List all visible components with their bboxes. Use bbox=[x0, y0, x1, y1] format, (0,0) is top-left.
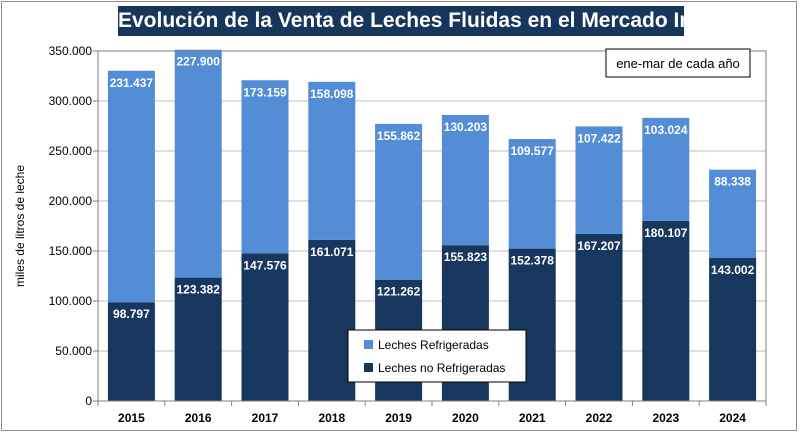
y-tick-label: 150.000 bbox=[49, 244, 93, 258]
x-tick-label: 2024 bbox=[719, 411, 746, 425]
data-label: 98.797 bbox=[113, 307, 150, 321]
x-tick-label: 2015 bbox=[118, 411, 145, 425]
data-label: 109.577 bbox=[511, 144, 555, 158]
x-tick-label: 2016 bbox=[185, 411, 212, 425]
x-tick-label: 2021 bbox=[519, 411, 546, 425]
x-tick-label: 2023 bbox=[652, 411, 679, 425]
legend-swatch-refrigeradas bbox=[364, 340, 373, 349]
data-label: 167.207 bbox=[577, 239, 621, 253]
data-label: 161.071 bbox=[310, 245, 354, 259]
data-label: 158.098 bbox=[310, 87, 354, 101]
data-label: 130.203 bbox=[444, 120, 488, 134]
y-tick-label: 300.000 bbox=[49, 94, 93, 108]
data-label: 155.862 bbox=[377, 129, 421, 143]
legend-frame bbox=[347, 329, 527, 383]
bar-no-refrigeradas-2015 bbox=[107, 302, 155, 401]
data-label: 227.900 bbox=[177, 55, 221, 69]
y-tick-label: 0 bbox=[85, 394, 92, 408]
y-axis-label: miles de litros de leche bbox=[13, 165, 27, 287]
data-label: 88.338 bbox=[714, 175, 751, 189]
bar-no-refrigeradas-2017 bbox=[241, 253, 289, 401]
data-label: 173.159 bbox=[243, 85, 287, 99]
data-label: 147.576 bbox=[243, 258, 287, 272]
data-label: 121.262 bbox=[377, 285, 421, 299]
annotation-frame bbox=[605, 48, 751, 78]
data-label: 152.378 bbox=[511, 254, 555, 268]
x-tick-label: 2020 bbox=[452, 411, 479, 425]
bar-no-refrigeradas-2018 bbox=[308, 239, 356, 401]
x-tick-label: 2022 bbox=[586, 411, 613, 425]
data-label: 107.422 bbox=[577, 131, 621, 145]
y-tick-label: 350.000 bbox=[49, 44, 93, 58]
legend-label-refrigeradas: Leches Refrigeradas bbox=[378, 338, 489, 352]
y-tick-label: 50.000 bbox=[55, 344, 92, 358]
bar-refrigeradas-2019 bbox=[375, 123, 423, 280]
annotation-text: ene-mar de cada año bbox=[616, 56, 740, 71]
legend: Leches Refrigeradas Leches no Refrigerad… bbox=[347, 329, 527, 383]
data-label: 180.107 bbox=[644, 226, 688, 240]
bar-refrigeradas-2017 bbox=[241, 80, 289, 254]
bar-no-refrigeradas-2023 bbox=[642, 220, 690, 401]
x-axis-ticks: 2015 2016 2017 2018 2019 2020 2021 2022 2023 2024 bbox=[97, 401, 767, 425]
bar-refrigeradas-2022 bbox=[575, 126, 623, 234]
bar-no-refrigeradas-2016 bbox=[174, 277, 222, 401]
bar-refrigeradas-2023 bbox=[642, 117, 690, 221]
data-label: 155.823 bbox=[444, 250, 488, 264]
bar-refrigeradas-2016 bbox=[174, 49, 222, 278]
data-label: 143.002 bbox=[711, 263, 755, 277]
legend-label-no-refrigeradas: Leches no Refrigeradas bbox=[378, 361, 505, 375]
y-axis-ticks: 0 50.000 100.000 150.000 200.000 250.000 300.0… bbox=[49, 44, 98, 408]
bar-no-refrigeradas-2022 bbox=[575, 233, 623, 401]
bar-refrigeradas-2024 bbox=[709, 169, 757, 258]
legend-swatch-no-refrigeradas bbox=[364, 363, 373, 372]
bar-refrigeradas-2015 bbox=[107, 70, 155, 303]
data-label: 231.437 bbox=[110, 76, 154, 90]
data-label: 103.024 bbox=[644, 123, 688, 137]
bar-refrigeradas-2021 bbox=[508, 139, 556, 249]
x-tick-label: 2019 bbox=[385, 411, 412, 425]
bar-refrigeradas-2018 bbox=[308, 81, 356, 240]
bar-no-refrigeradas-2024 bbox=[709, 257, 757, 401]
y-tick-label: 200.000 bbox=[49, 194, 93, 208]
data-label: 123.382 bbox=[177, 283, 221, 297]
x-tick-label: 2017 bbox=[252, 411, 279, 425]
y-tick-label: 250.000 bbox=[49, 144, 93, 158]
y-tick-label: 100.000 bbox=[49, 294, 93, 308]
x-tick-label: 2018 bbox=[318, 411, 345, 425]
plot-area-border bbox=[97, 50, 767, 402]
chart-title: Evolución de la Venta de Leches Fluidas … bbox=[118, 6, 745, 36]
annotation-box: ene-mar de cada año bbox=[605, 48, 751, 78]
data-labels: 98.797 231.437 123.382 227.900 147.576 173.15… bbox=[110, 55, 755, 321]
bar-refrigeradas-2020 bbox=[441, 114, 489, 246]
